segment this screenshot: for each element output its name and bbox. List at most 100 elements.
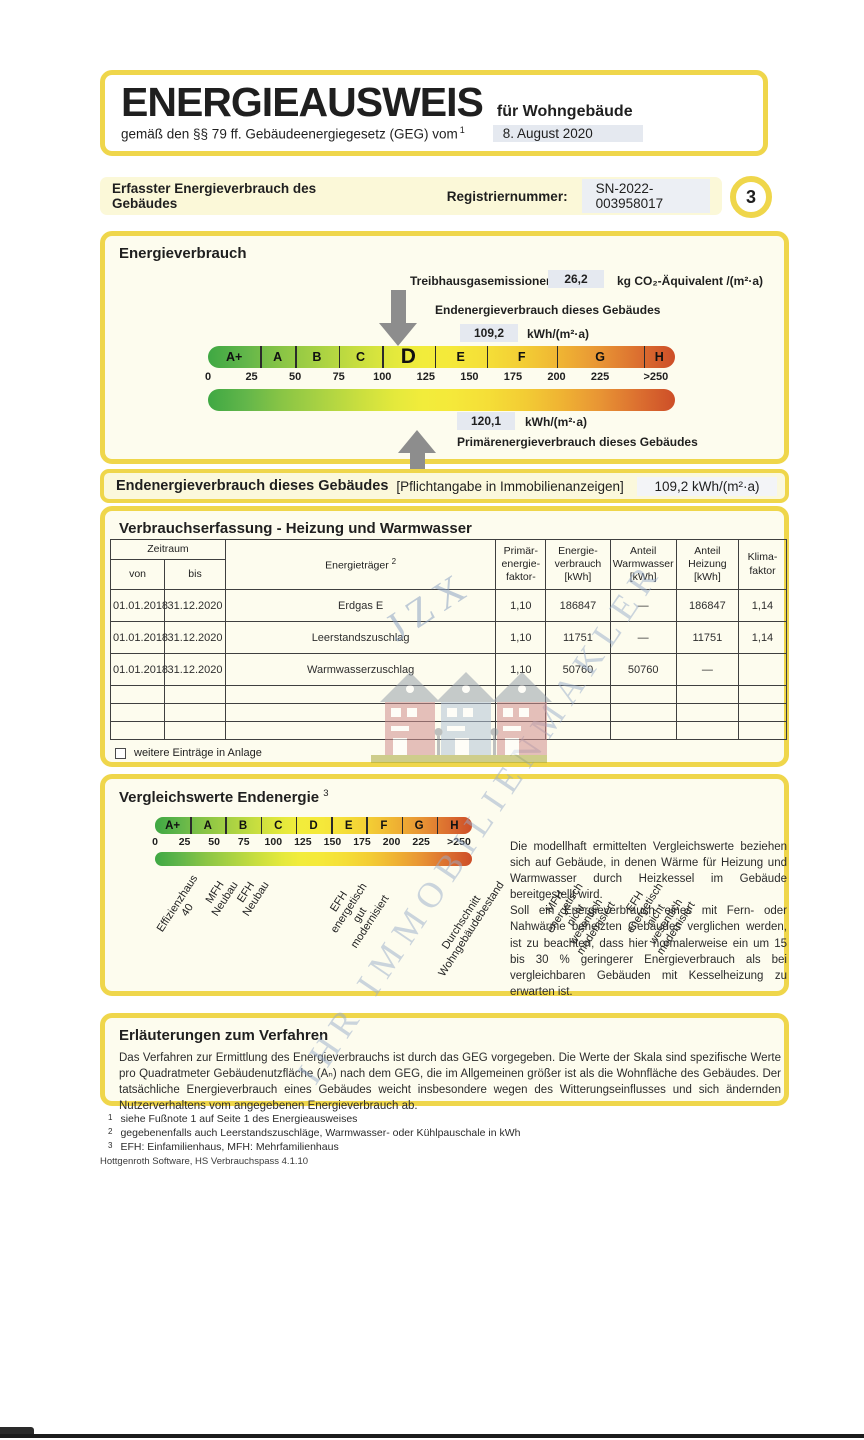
table-empty-cell	[164, 721, 226, 740]
section-vergleichswerte: Vergleichswerte Endenergie 3 A+ A B C D E F G H …	[100, 774, 789, 998]
table-empty-cell	[609, 721, 677, 740]
scale-tick-175: 175	[503, 371, 523, 383]
table-empty-cell	[609, 703, 677, 722]
table-empty-cell	[737, 703, 788, 722]
col-header-klimafaktor: Klima- faktor	[737, 539, 788, 590]
table-empty-row	[109, 721, 788, 740]
mandatory-title: Endenergieverbrauch dieses Gebäudes	[116, 478, 389, 494]
register-bar: Erfasster Energieverbrauch des Gebäudes …	[100, 177, 722, 215]
scan-edge-line	[0, 1434, 864, 1438]
scale-letter-A: A	[203, 819, 212, 832]
scale-separator	[643, 346, 646, 368]
law-footnote-ref: 1	[459, 125, 465, 136]
section-title-vergleichswerte: Vergleichswerte Endenergie 3	[119, 788, 329, 806]
table-cell-r2c2: Warmwasserzuschlag	[224, 653, 497, 686]
scale-letter-F: F	[517, 350, 526, 364]
table-cell-r0c3: 1,10	[495, 589, 547, 622]
table-cell-r1c7: 1,14	[737, 621, 788, 654]
col-header-bis: bis	[164, 559, 226, 590]
scale-tick-125: 125	[416, 371, 435, 383]
more-entries-checkbox[interactable]	[115, 747, 126, 759]
table-empty-cell	[224, 703, 497, 722]
scale-tick-50: 50	[208, 836, 220, 848]
scan-corner-mark	[0, 1427, 34, 1434]
scale-separator	[295, 346, 297, 368]
table-empty-row	[109, 685, 788, 704]
table-empty-cell	[224, 721, 497, 740]
footnote: 1 siehe Fußnote 1 auf Seite 1 des Energie…	[108, 1112, 520, 1126]
table-cell-r1c3: 1,10	[495, 621, 547, 654]
scale-tick-100: 100	[264, 836, 283, 848]
footnote-ref: 2	[108, 1127, 113, 1137]
table-cell-r2c0: 01.01.2018	[109, 653, 168, 686]
col-header-pef: Primär- energie- faktor-	[495, 539, 547, 590]
table-cell-r1c6: 11751	[675, 621, 739, 654]
end-energy-value-field: 109,2	[460, 324, 518, 342]
table-cell-r0c6: 186847	[675, 589, 739, 622]
table-cell-r2c5: 50760	[609, 653, 677, 686]
comparison-marker: EFH Neubau	[235, 879, 273, 919]
table-empty-cell	[164, 703, 226, 722]
footnote-ref: 1	[108, 1113, 113, 1122]
primary-energy-value-field: 120,1	[457, 412, 515, 430]
scale-tick-50: 50	[289, 371, 302, 383]
section-energieverbrauch: Energieverbrauch Treibhausgasemissionen …	[100, 231, 789, 486]
scale-tick-75: 75	[332, 371, 345, 383]
col-header-verbrauch: Energie- verbrauch [kWh]	[545, 539, 611, 590]
scale-letter-E: E	[344, 819, 353, 832]
footnote: 3 EFH: Einfamilienhaus, MFH: Mehrfamilien…	[108, 1140, 520, 1154]
more-entries-label: weitere Einträge in Anlage	[134, 747, 262, 759]
ghg-unit: kg CO₂-Äquivalent /(m²·a)	[617, 274, 764, 288]
register-number-value: SN-2022-003958017	[581, 179, 710, 213]
ghg-label: Treibhausgasemissionen	[410, 274, 554, 288]
comparison-marker: EFH energetisch gut modernisiert	[328, 881, 393, 951]
comparison-marker: Durchschnitt Wohngebäudebestand	[437, 879, 508, 979]
scale-tick-150: 150	[460, 371, 479, 383]
consumption-table: Zeitraum Energieträger 2 Primär- energie- …	[109, 539, 788, 740]
scale-tick->250: >250	[643, 371, 669, 383]
table-cell-r0c0: 01.01.2018	[109, 589, 168, 622]
table-empty-cell	[495, 721, 547, 740]
scale-separator	[338, 346, 341, 368]
register-number-label: Registriernummer:	[446, 188, 568, 204]
scale-letter-B: B	[312, 350, 322, 364]
comparison-scale: A+ A B C D E F G H 0 25 50 75 100 125 150 175 200 225 >250	[152, 817, 472, 866]
comparison-explanation: Die modellhaft ermittelten Vergleichswer…	[510, 839, 787, 1000]
table-cell-r0c2: Erdgas E	[224, 589, 497, 622]
page-number-badge: 3	[730, 176, 772, 218]
mandatory-disclosure-bar: Endenergieverbrauch dieses Gebäudes [Pfl…	[100, 469, 789, 503]
col-header-energietraeger: Energieträger 2	[224, 539, 497, 590]
scale-letter-G: G	[414, 819, 424, 832]
comparison-scale-ticks: 0 25 50 75 100 125 150 175 200 225 >250	[152, 836, 472, 849]
issue-date-field: 8. August 2020	[492, 125, 643, 143]
comparison-paragraph-2: Soll ein Energieverbrauch eines mit Fern…	[510, 905, 787, 998]
table-cell-r0c4: 186847	[545, 589, 611, 622]
law-line: gemäß den §§ 79 ff. Gebäudeenergiegesetz…	[121, 125, 465, 142]
table-cell-r0c1: 31.12.2020	[164, 589, 226, 622]
table-empty-cell	[495, 703, 547, 722]
table-empty-row	[109, 703, 788, 722]
scale-tick-200: 200	[547, 371, 566, 383]
vgl-footnote-ref: 3	[323, 788, 329, 799]
table-empty-cell	[109, 721, 166, 740]
primary-energy-label: Primärenergieverbrauch dieses Gebäudes	[457, 435, 698, 449]
scale-tick-200: 200	[382, 836, 401, 848]
footnote-ref: 3	[108, 1141, 113, 1151]
col-header-von: von	[109, 559, 166, 590]
section-erlaeuterungen: Erläuterungen zum Verfahren Das Verfahre…	[100, 1013, 789, 1112]
scale-tick-75: 75	[237, 836, 250, 848]
scale-separator	[401, 817, 404, 834]
scale-tick-25: 25	[178, 836, 191, 848]
primary-energy-unit: kWh/(m²·a)	[525, 415, 587, 429]
table-cell-r2c4: 50760	[545, 653, 611, 686]
scale-letter-E: E	[456, 350, 465, 364]
scale-tick-175: 175	[353, 836, 371, 848]
scale-letter-C: C	[355, 350, 365, 364]
table-row: 01.01.2018 31.12.2020 Erdgas E 1,10 186847—1…	[109, 589, 788, 622]
scale-tick-0: 0	[204, 371, 212, 383]
scale-separator	[366, 817, 368, 834]
table-cell-r1c5: —	[609, 621, 677, 654]
scale-letter-A+: A+	[225, 350, 243, 364]
arrow-down-head	[379, 323, 418, 346]
